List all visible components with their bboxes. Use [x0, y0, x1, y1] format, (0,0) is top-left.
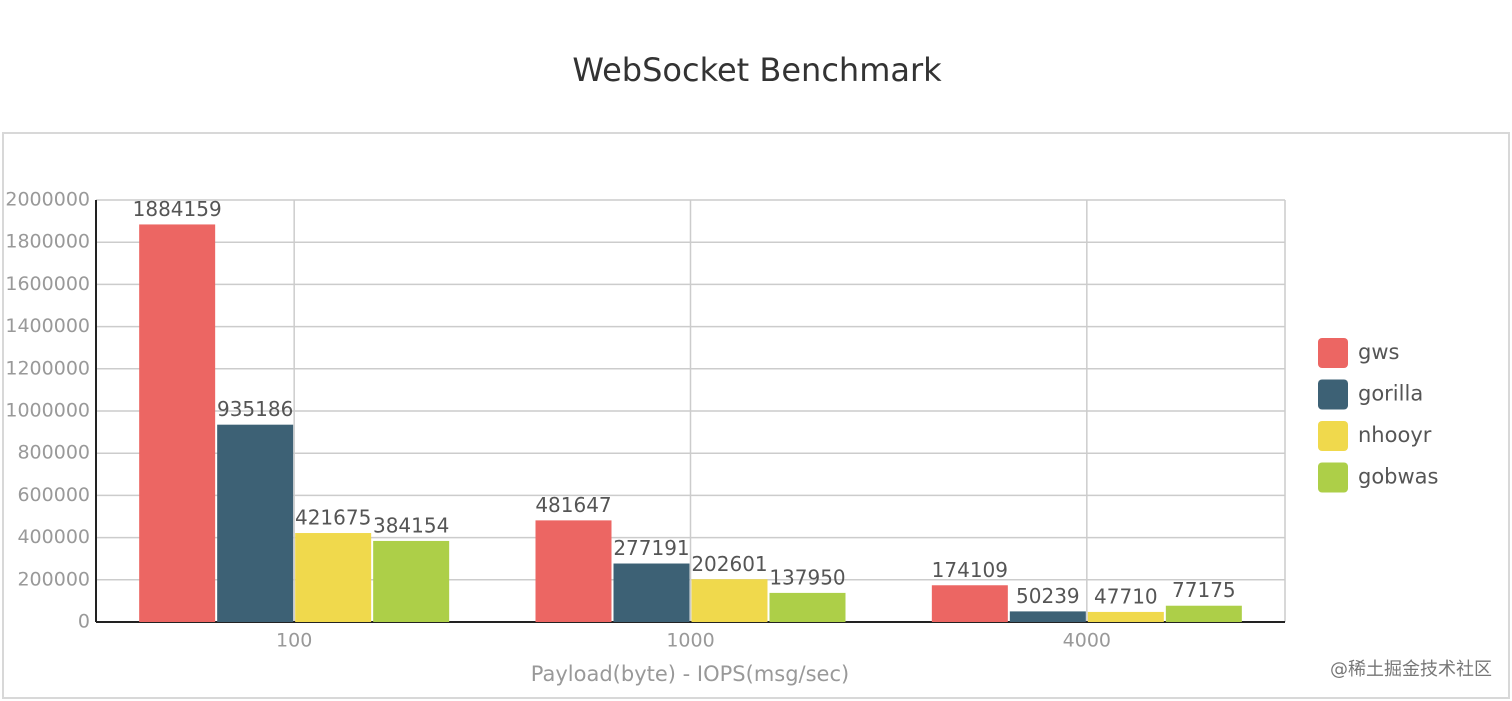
- y-tick-label: 1200000: [5, 357, 90, 379]
- watermark: @稀土掘金技术社区: [1330, 659, 1492, 680]
- data-label: 202601: [691, 552, 767, 576]
- chart-title: WebSocket Benchmark: [572, 51, 942, 89]
- bar: [535, 520, 612, 622]
- data-label: 137950: [769, 565, 845, 589]
- bar: [613, 563, 690, 622]
- y-tick-label: 1800000: [5, 231, 90, 253]
- data-label: 174109: [932, 558, 1008, 582]
- y-tick-label: 1400000: [5, 315, 90, 337]
- data-label: 47710: [1094, 584, 1158, 608]
- y-tick-label: 400000: [17, 526, 90, 548]
- data-label: 77175: [1172, 578, 1236, 602]
- y-tick-label: 1000000: [5, 400, 90, 422]
- bar: [1009, 611, 1086, 622]
- legend-swatch: [1318, 421, 1348, 451]
- legend-label: gorilla: [1358, 382, 1423, 406]
- bar: [373, 540, 450, 622]
- legend-label: gobwas: [1358, 465, 1439, 489]
- data-label: 481647: [535, 493, 611, 517]
- data-label: 384154: [373, 513, 449, 537]
- x-tick-label: 1000: [666, 630, 714, 652]
- y-tick-label: 800000: [17, 442, 90, 464]
- bar: [139, 224, 216, 622]
- legend-swatch: [1318, 379, 1348, 410]
- y-tick-label: 600000: [17, 484, 90, 506]
- y-tick-label: 1600000: [5, 273, 90, 295]
- y-tick-label: 2000000: [5, 189, 90, 211]
- bar: [295, 533, 372, 622]
- bar: [931, 585, 1008, 622]
- bar: [1087, 611, 1164, 622]
- x-tick-label: 100: [276, 630, 312, 652]
- data-label: 421675: [295, 506, 371, 530]
- legend-label: nhooyr: [1358, 423, 1432, 447]
- bar: [691, 579, 768, 622]
- legend-swatch: [1318, 338, 1348, 368]
- data-label: 50239: [1016, 584, 1080, 608]
- x-tick-label: 4000: [1063, 630, 1111, 652]
- data-label: 935186: [217, 397, 293, 421]
- y-tick-label: 0: [78, 611, 90, 633]
- chart-frame: [2, 132, 1510, 699]
- data-label: 1884159: [133, 197, 222, 221]
- bar: [217, 424, 294, 622]
- x-axis-label: Payload(byte) - IOPS(msg/sec): [531, 662, 849, 686]
- bar: [769, 592, 846, 622]
- bar: [1165, 605, 1242, 622]
- legend-swatch: [1318, 462, 1348, 493]
- data-label: 277191: [613, 536, 689, 560]
- legend-label: gws: [1358, 340, 1399, 364]
- y-tick-label: 200000: [17, 568, 90, 590]
